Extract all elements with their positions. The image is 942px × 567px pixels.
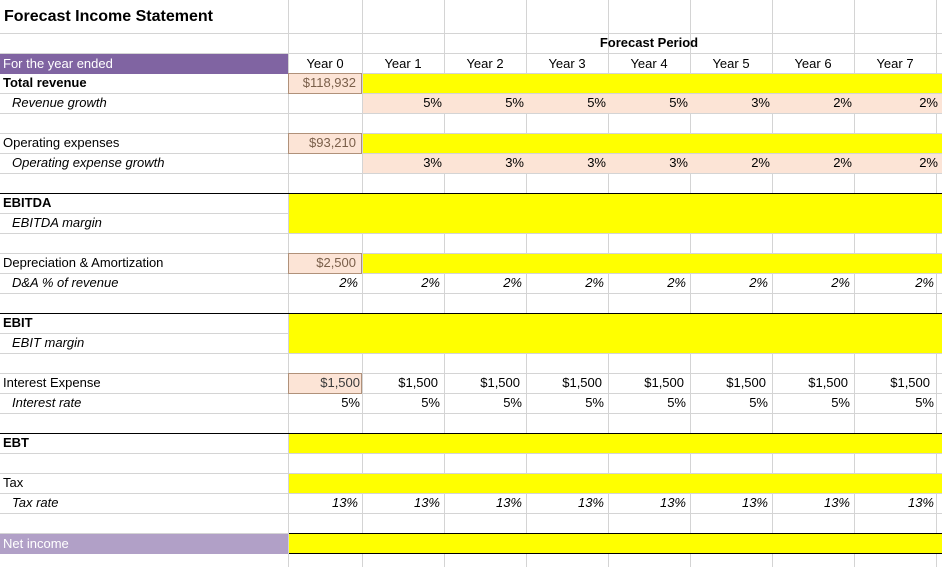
header-year-1: Year 1	[384, 56, 422, 71]
da-pct-y0[interactable]: 2%	[339, 275, 358, 290]
operating-expenses-year0: $93,210	[309, 135, 356, 150]
header-year-2: Year 2	[466, 56, 504, 71]
da-pct-y5[interactable]: 2%	[749, 275, 768, 290]
interest-expense-y4[interactable]: $1,500	[644, 375, 684, 390]
interest-rate-y2[interactable]: 5%	[503, 395, 522, 410]
ebt-fill[interactable]	[289, 434, 942, 453]
header-year-ended-label: For the year ended	[3, 56, 113, 71]
header-year-6: Year 6	[794, 56, 832, 71]
interest-expense-y5[interactable]: $1,500	[726, 375, 766, 390]
ebit-label: EBIT	[3, 315, 33, 330]
opex-growth-y2[interactable]: 3%	[505, 155, 524, 170]
da-pct-y4[interactable]: 2%	[667, 275, 686, 290]
tax-rate-y2[interactable]: 13%	[495, 495, 522, 510]
da-pct-y6[interactable]: 2%	[831, 275, 850, 290]
interest-rate-label: Interest rate	[12, 395, 82, 410]
opex-growth-y1[interactable]: 3%	[423, 155, 442, 170]
interest-expense-y1[interactable]: $1,500	[398, 375, 438, 390]
ebitda-margin-label: EBITDA margin	[12, 215, 102, 230]
opex-growth-fill	[363, 154, 942, 173]
da-pct-y2[interactable]: 2%	[503, 275, 522, 290]
tax-label: Tax	[3, 475, 24, 490]
interest-rate-y1[interactable]: 5%	[421, 395, 440, 410]
net-income-top-border	[289, 533, 942, 534]
header-year-4: Year 4	[630, 56, 668, 71]
header-label-fill	[0, 54, 288, 74]
da-year0-cell[interactable]	[288, 253, 362, 274]
ebit-fill[interactable]	[289, 314, 942, 353]
interest-expense-y7[interactable]: $1,500	[890, 375, 930, 390]
revenue-growth-y3[interactable]: 5%	[587, 95, 606, 110]
da-year0: $2,500	[316, 255, 356, 270]
interest-expense-y3[interactable]: $1,500	[562, 375, 602, 390]
revenue-growth-y7[interactable]: 2%	[919, 95, 938, 110]
ebt-top-border	[0, 433, 942, 434]
header-year-5: Year 5	[712, 56, 750, 71]
revenue-growth-y6[interactable]: 2%	[833, 95, 852, 110]
ebit-top-border	[0, 313, 942, 314]
interest-expense-label: Interest Expense	[3, 375, 101, 390]
opex-growth-y4[interactable]: 3%	[669, 155, 688, 170]
interest-expense-year0-cell[interactable]	[288, 373, 362, 394]
revenue-growth-y2[interactable]: 5%	[505, 95, 524, 110]
opex-growth-label: Operating expense growth	[12, 155, 165, 170]
net-income-label: Net income	[3, 536, 69, 551]
total-revenue-year0-cell[interactable]	[288, 73, 362, 94]
ebitda-label: EBITDA	[3, 195, 52, 210]
operating-expenses-year0-cell[interactable]	[288, 133, 362, 154]
revenue-growth-label: Revenue growth	[12, 95, 107, 110]
interest-expense-y0: $1,500	[320, 375, 360, 390]
da-pct-y1[interactable]: 2%	[421, 275, 440, 290]
tax-rate-y7[interactable]: 13%	[907, 495, 934, 510]
ebit-margin-label: EBIT margin	[12, 335, 85, 350]
net-income-fill[interactable]	[289, 534, 942, 553]
tax-rate-y0[interactable]: 13%	[331, 495, 358, 510]
total-revenue-label: Total revenue	[3, 75, 87, 90]
tax-fill[interactable]	[289, 474, 942, 493]
revenue-growth-y5[interactable]: 3%	[751, 95, 770, 110]
header-year-3: Year 3	[548, 56, 586, 71]
tax-rate-y4[interactable]: 13%	[659, 495, 686, 510]
da-pct-y7[interactable]: 2%	[915, 275, 934, 290]
tax-rate-label: Tax rate	[12, 495, 59, 510]
ebt-label: EBT	[3, 435, 29, 450]
total-revenue-forecast-fill[interactable]	[363, 74, 942, 93]
operating-expenses-forecast-fill[interactable]	[363, 134, 942, 153]
interest-rate-y7[interactable]: 5%	[915, 395, 934, 410]
opex-growth-y6[interactable]: 2%	[833, 155, 852, 170]
revenue-growth-y4[interactable]: 5%	[669, 95, 688, 110]
sheet-title: Forecast Income Statement	[4, 8, 213, 25]
tax-rate-y6[interactable]: 13%	[823, 495, 850, 510]
interest-expense-y6[interactable]: $1,500	[808, 375, 848, 390]
net-income-label-fill	[0, 534, 288, 554]
ebitda-fill[interactable]	[289, 194, 942, 233]
da-pct-label: D&A % of revenue	[12, 275, 119, 290]
total-revenue-year0: $118,932	[302, 75, 356, 90]
revenue-growth-fill	[363, 94, 942, 113]
interest-rate-y5[interactable]: 5%	[749, 395, 768, 410]
tax-rate-y3[interactable]: 13%	[577, 495, 604, 510]
interest-rate-y3[interactable]: 5%	[585, 395, 604, 410]
opex-growth-y5[interactable]: 2%	[751, 155, 770, 170]
revenue-growth-y1[interactable]: 5%	[423, 95, 442, 110]
da-forecast-fill[interactable]	[363, 254, 942, 273]
tax-rate-y5[interactable]: 13%	[741, 495, 768, 510]
header-year-7: Year 7	[876, 56, 914, 71]
interest-rate-y0[interactable]: 5%	[341, 395, 360, 410]
operating-expenses-label: Operating expenses	[3, 135, 120, 150]
forecast-period-label: Forecast Period	[599, 35, 699, 50]
da-pct-y3[interactable]: 2%	[585, 275, 604, 290]
ebitda-top-border	[0, 193, 942, 194]
interest-rate-y6[interactable]: 5%	[831, 395, 850, 410]
opex-growth-y3[interactable]: 3%	[587, 155, 606, 170]
header-year-0: Year 0	[306, 56, 344, 71]
opex-growth-y7[interactable]: 2%	[919, 155, 938, 170]
tax-rate-y1[interactable]: 13%	[413, 495, 440, 510]
da-label: Depreciation & Amortization	[3, 255, 164, 270]
interest-rate-y4[interactable]: 5%	[667, 395, 686, 410]
net-income-bottom-border	[289, 553, 942, 554]
interest-expense-y2[interactable]: $1,500	[480, 375, 520, 390]
